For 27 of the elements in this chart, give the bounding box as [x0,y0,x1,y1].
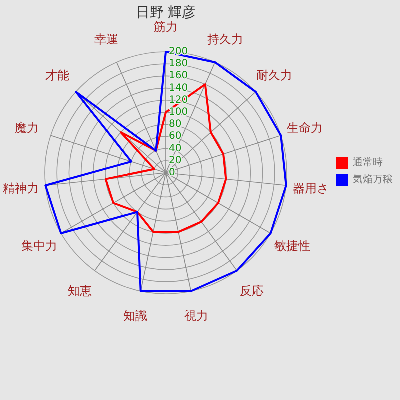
spoke-label: 魔力 [15,120,40,135]
chart-title: 日野 輝彦 [136,5,196,21]
spoke-label: 知恵 [68,284,92,298]
spoke-label: 敏捷性 [274,239,310,253]
y-tick-label: 40 [169,143,182,154]
spoke-label: 集中力 [22,239,58,253]
spoke-label: 反応 [240,284,264,298]
y-tick-label: 20 [169,155,182,166]
spoke-label: 視力 [184,308,208,323]
y-tick-label: 180 [169,58,188,70]
y-tick-label: 140 [169,82,188,94]
y-tick-label: 160 [169,70,188,82]
spoke-label: 器用さ [293,181,330,196]
y-tick-label: 80 [169,119,182,130]
legend-label: 気焔万穣 [353,174,393,186]
spoke-label: 持久力 [207,32,244,47]
spoke-label: 耐久力 [256,68,292,82]
y-tick-label: 0 [169,168,176,178]
spoke-label: 精神力 [2,181,39,196]
spoke-label: 筋力 [154,20,178,34]
y-tick-label: 60 [169,131,182,142]
spoke-label: 生命力 [286,120,323,135]
spoke-label: 知識 [124,308,148,323]
y-tick-label: 100 [169,107,188,118]
legend-label: 通常時 [353,156,383,168]
spoke-label: 幸運 [94,32,119,47]
spoke-label: 才能 [46,68,70,82]
